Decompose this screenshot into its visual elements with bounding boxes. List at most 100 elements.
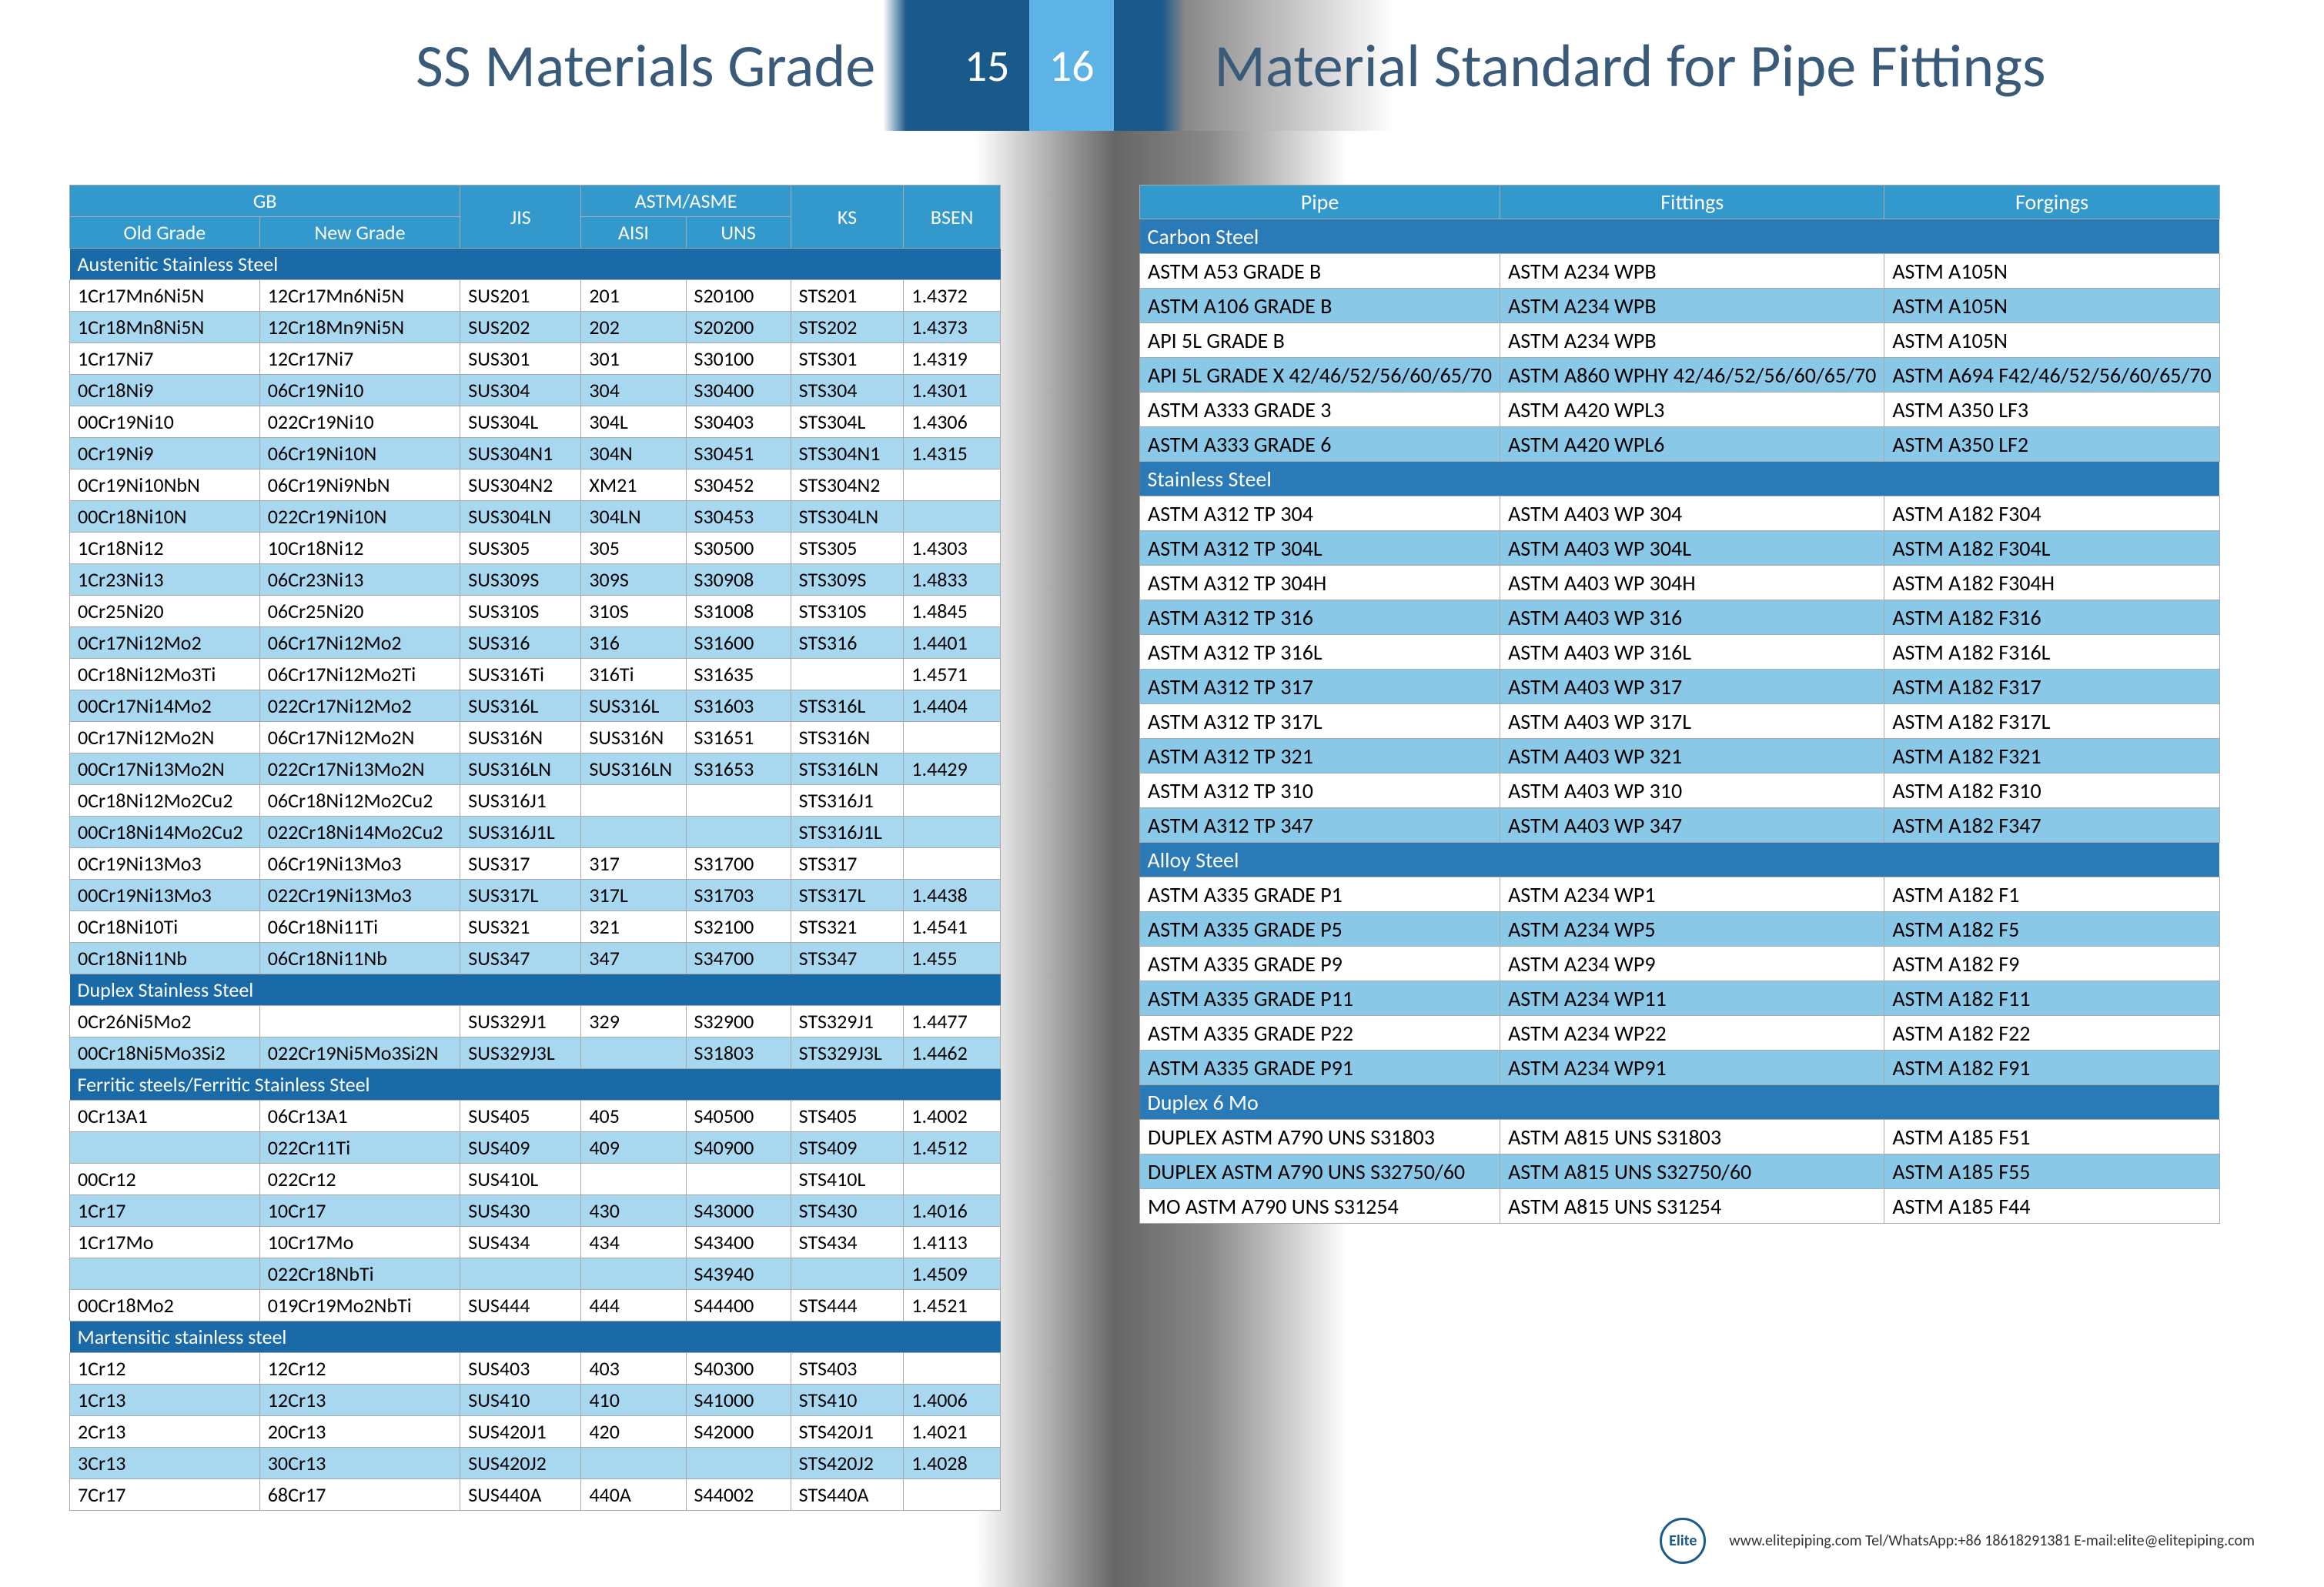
table-cell: 00Cr12 xyxy=(70,1164,260,1195)
table-cell: STS329J1 xyxy=(791,1006,904,1037)
table-cell: ASTM A333 GRADE 3 xyxy=(1140,393,1500,427)
table-cell: SUS201 xyxy=(460,280,581,312)
right-panel: Pipe Fittings Forgings Carbon SteelASTM … xyxy=(1139,185,2179,1511)
table-cell: 10Cr18Ni12 xyxy=(259,533,460,564)
table-cell: S42000 xyxy=(686,1416,791,1448)
table-row: 0Cr17Ni12Mo2N06Cr17Ni12Mo2NSUS316NSUS316… xyxy=(70,722,1001,753)
table-cell: 00Cr19Ni10 xyxy=(70,406,260,438)
table-cell: 430 xyxy=(581,1195,686,1227)
table-cell: STS430 xyxy=(791,1195,904,1227)
table-cell: S31603 xyxy=(686,690,791,722)
table-cell xyxy=(791,1258,904,1290)
table-cell: ASTM A815 UNS S31254 xyxy=(1500,1189,1884,1224)
table-row: ASTM A335 GRADE P5ASTM A234 WP5ASTM A182… xyxy=(1140,912,2220,947)
table-row: DUPLEX ASTM A790 UNS S32750/60ASTM A815 … xyxy=(1140,1154,2220,1189)
table-row: 0Cr13A106Cr13A1SUS405405S40500STS4051.40… xyxy=(70,1101,1001,1132)
table-cell: 304N xyxy=(581,438,686,469)
table-cell: ASTM A182 F304L xyxy=(1884,531,2219,566)
table-row: 0Cr18Ni906Cr19Ni10SUS304304S30400STS3041… xyxy=(70,375,1001,406)
table-cell: S31700 xyxy=(686,848,791,880)
footer: Elite www.elitepiping.com Tel/WhatsApp:+… xyxy=(1660,1518,2255,1564)
table-cell: STS409 xyxy=(791,1132,904,1164)
table-cell: ASTM A182 F317L xyxy=(1884,704,2219,739)
table-cell: ASTM A182 F310 xyxy=(1884,773,2219,808)
table-cell xyxy=(581,785,686,817)
table-cell: ASTM A182 F347 xyxy=(1884,808,2219,843)
table-cell: STS329J3L xyxy=(791,1037,904,1069)
table-cell xyxy=(686,1164,791,1195)
table-cell: STS403 xyxy=(791,1353,904,1385)
table-cell: 1.4016 xyxy=(904,1195,1001,1227)
section-title: Duplex Stainless Steel xyxy=(70,974,1001,1006)
table-cell: API 5L GRADE B xyxy=(1140,323,1500,358)
elite-logo-icon: Elite xyxy=(1660,1518,1706,1564)
table-cell: 0Cr18Ni9 xyxy=(70,375,260,406)
header-uns: UNS xyxy=(686,217,791,249)
table-cell: ASTM A335 GRADE P5 xyxy=(1140,912,1500,947)
table-cell: ASTM A312 TP 304L xyxy=(1140,531,1500,566)
table-cell: 12Cr13 xyxy=(259,1385,460,1416)
table-row: DUPLEX ASTM A790 UNS S31803ASTM A815 UNS… xyxy=(1140,1120,2220,1154)
table-cell: ASTM A312 TP 310 xyxy=(1140,773,1500,808)
table-cell: 0Cr13A1 xyxy=(70,1101,260,1132)
table-cell: 1.4401 xyxy=(904,627,1001,659)
section-title: Carbon Steel xyxy=(1140,219,2220,254)
table-cell: 12Cr12 xyxy=(259,1353,460,1385)
table-cell: ASTM A182 F11 xyxy=(1884,981,2219,1016)
section-title: Stainless Steel xyxy=(1140,462,2220,496)
table-cell: 022Cr17Ni12Mo2 xyxy=(259,690,460,722)
table-cell: STS316L xyxy=(791,690,904,722)
table-cell: 10Cr17 xyxy=(259,1195,460,1227)
table-cell: ASTM A234 WPB xyxy=(1500,323,1884,358)
table-cell: 0Cr19Ni13Mo3 xyxy=(70,848,260,880)
table-cell: ASTM A182 F304 xyxy=(1884,496,2219,531)
page-num-right: 16 xyxy=(1029,0,1114,131)
table-cell: 12Cr17Mn6Ni5N xyxy=(259,280,460,312)
table-row: 7Cr1768Cr17SUS440A440AS44002STS440A xyxy=(70,1479,1001,1511)
table-cell: SUS304LN xyxy=(460,501,581,533)
table-cell: S30452 xyxy=(686,469,791,501)
table-cell: 022Cr17Ni13Mo2N xyxy=(259,753,460,785)
table-cell: 1Cr18Ni12 xyxy=(70,533,260,564)
table-cell: ASTM A403 WP 317L xyxy=(1500,704,1884,739)
table-cell: ASTM A335 GRADE P1 xyxy=(1140,877,1500,912)
table-row: 00Cr19Ni10022Cr19Ni10SUS304L304LS30403ST… xyxy=(70,406,1001,438)
table-cell: DUPLEX ASTM A790 UNS S32750/60 xyxy=(1140,1154,1500,1189)
table-cell: 1.4571 xyxy=(904,659,1001,690)
table-cell: 304LN xyxy=(581,501,686,533)
table-cell: 0Cr18Ni12Mo2Cu2 xyxy=(70,785,260,817)
table-cell xyxy=(581,817,686,848)
table-cell xyxy=(904,1164,1001,1195)
table-row: 00Cr18Ni5Mo3Si2022Cr19Ni5Mo3Si2NSUS329J3… xyxy=(70,1037,1001,1069)
table-cell: ASTM A182 F316 xyxy=(1884,600,2219,635)
table-row: ASTM A333 GRADE 6ASTM A420 WPL6ASTM A350… xyxy=(1140,427,2220,462)
table-cell: S40300 xyxy=(686,1353,791,1385)
table-cell: 1.4303 xyxy=(904,533,1001,564)
table-cell: SUS309S xyxy=(460,564,581,596)
table-cell xyxy=(791,659,904,690)
table-cell: STS310S xyxy=(791,596,904,627)
table-row: ASTM A335 GRADE P22ASTM A234 WP22ASTM A1… xyxy=(1140,1016,2220,1051)
table-cell: S32900 xyxy=(686,1006,791,1037)
table-row: ASTM A312 TP 316ASTM A403 WP 316ASTM A18… xyxy=(1140,600,2220,635)
table-row: 1Cr18Mn8Ni5N12Cr18Mn9Ni5NSUS202202S20200… xyxy=(70,312,1001,343)
table-cell: MO ASTM A790 UNS S31254 xyxy=(1140,1189,1500,1224)
table-row: 0Cr18Ni10Ti06Cr18Ni11TiSUS321321S32100ST… xyxy=(70,911,1001,943)
table-cell: SUS410 xyxy=(460,1385,581,1416)
table-cell: STS304N2 xyxy=(791,469,904,501)
table-cell: 409 xyxy=(581,1132,686,1164)
table-cell: STS304LN xyxy=(791,501,904,533)
header-pipe: Pipe xyxy=(1140,185,1500,219)
table-cell: 022Cr19Ni10N xyxy=(259,501,460,533)
table-cell: SUS202 xyxy=(460,312,581,343)
table-cell: 317 xyxy=(581,848,686,880)
section-title: Duplex 6 Mo xyxy=(1140,1085,2220,1120)
table-cell: 06Cr18Ni11Ti xyxy=(259,911,460,943)
ss-grade-table: GB JIS ASTM/ASME KS BSEN Old Grade New G… xyxy=(69,185,1001,1511)
table-cell: SUS316J1L xyxy=(460,817,581,848)
section-title: Martensitic stainless steel xyxy=(70,1321,1001,1353)
table-cell: S31008 xyxy=(686,596,791,627)
table-cell: STS317L xyxy=(791,880,904,911)
table-row: 1Cr1212Cr12SUS403403S40300STS403 xyxy=(70,1353,1001,1385)
table-cell: 316Ti xyxy=(581,659,686,690)
